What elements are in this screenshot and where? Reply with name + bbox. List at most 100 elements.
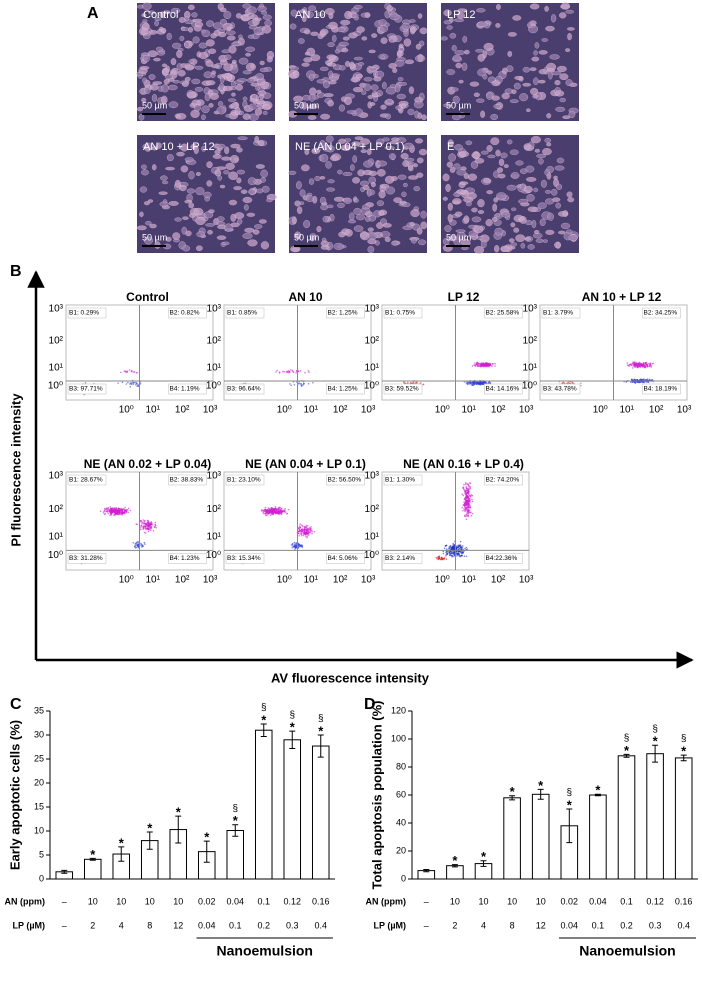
flow-plot: AN 10 + LP 12B1: 3.79%B2: 34.25%B3: 43.7… (522, 290, 692, 415)
cell (245, 53, 250, 56)
event-dot (295, 372, 297, 374)
quadrant-label: B3: 97.71% (69, 386, 103, 393)
cell (514, 228, 519, 233)
y-axis-label: PI fluorescence intensity (8, 393, 23, 547)
event-dot (305, 535, 307, 537)
event-dot (459, 555, 461, 557)
cell (484, 43, 494, 50)
event-dot (468, 499, 470, 501)
cell (533, 188, 537, 192)
event-dot (108, 509, 110, 511)
cell (402, 23, 410, 30)
cell (160, 202, 169, 206)
significance-star: * (653, 734, 659, 749)
cell (310, 32, 318, 36)
bar (227, 831, 244, 879)
event-dot (652, 363, 654, 365)
cell (163, 68, 169, 76)
event-dot (452, 547, 454, 549)
cell (149, 30, 157, 34)
cell (541, 180, 547, 188)
cell (539, 50, 548, 54)
x-tick-label: 10² (333, 405, 348, 416)
quadrant-label: B1: 23.10% (227, 477, 261, 484)
cell (539, 69, 548, 74)
y-tick-label: 10² (523, 336, 538, 347)
cell (193, 37, 200, 44)
significance-star: * (204, 830, 210, 845)
cell (368, 233, 377, 239)
cell (507, 140, 512, 144)
cell (538, 203, 547, 209)
an-row-label: AN (ppm) (366, 896, 407, 906)
cell (545, 230, 554, 235)
cell (328, 71, 332, 78)
event-dot (312, 382, 314, 384)
cell (567, 192, 573, 198)
x-tick-label: 10¹ (146, 405, 161, 416)
event-dot (290, 385, 292, 387)
cell (528, 244, 535, 249)
event-dot (644, 364, 646, 366)
event-dot (464, 509, 466, 511)
an-label: 0.04 (226, 896, 244, 906)
significance-star: * (318, 723, 324, 738)
event-dot (133, 371, 135, 373)
event-dot (474, 383, 476, 385)
an-label: – (62, 896, 67, 906)
significance-section: § (624, 733, 630, 744)
event-dot (459, 548, 461, 550)
cell (254, 224, 262, 228)
cell (542, 148, 551, 155)
cell (302, 63, 310, 67)
cell (309, 178, 314, 184)
cell (415, 111, 419, 119)
event-dot (453, 553, 455, 555)
event-dot (301, 531, 303, 533)
quadrant-label: B2: 56.50% (328, 477, 362, 484)
cell (325, 8, 334, 14)
cell (265, 20, 272, 26)
cell (551, 14, 556, 22)
cell (334, 197, 344, 202)
cell (188, 27, 193, 32)
image-label: E (447, 141, 454, 153)
event-dot (145, 526, 147, 528)
cell (556, 203, 561, 209)
cell (470, 82, 479, 87)
cell (397, 94, 406, 99)
cell (377, 161, 387, 166)
y-tick-label: 10² (49, 336, 64, 347)
cell (468, 174, 477, 181)
cell (263, 15, 272, 20)
cell (320, 154, 328, 162)
event-dot (445, 555, 447, 557)
cell (141, 29, 148, 36)
cell (510, 150, 519, 155)
cell (548, 213, 554, 221)
cell (354, 57, 363, 60)
event-dot (465, 483, 467, 485)
cell (309, 74, 314, 80)
cell (228, 99, 236, 102)
cell (326, 188, 335, 192)
event-dot (141, 545, 143, 547)
flow-plot: AN 10B1: 0.85%B2: 1.25%B3: 96.64%B4: 1.2… (206, 290, 376, 415)
event-dot (262, 511, 264, 513)
event-dot (407, 382, 409, 384)
cell (419, 149, 427, 155)
cell (443, 174, 450, 181)
y-tick-label: 10¹ (523, 362, 538, 373)
event-dot (462, 510, 464, 512)
event-dot (444, 557, 446, 559)
cell (199, 52, 208, 59)
cell (559, 74, 568, 80)
an-row-label: AN (ppm) (5, 896, 46, 906)
flow-plot: NE (AN 0.16 + LP 0.4)B1: 1.30%B2: 74.20%… (364, 457, 534, 585)
event-dot (120, 509, 122, 511)
cell (367, 239, 376, 244)
event-dot (153, 530, 155, 532)
cell (403, 183, 407, 187)
event-dot (123, 511, 125, 513)
cell (168, 85, 177, 90)
